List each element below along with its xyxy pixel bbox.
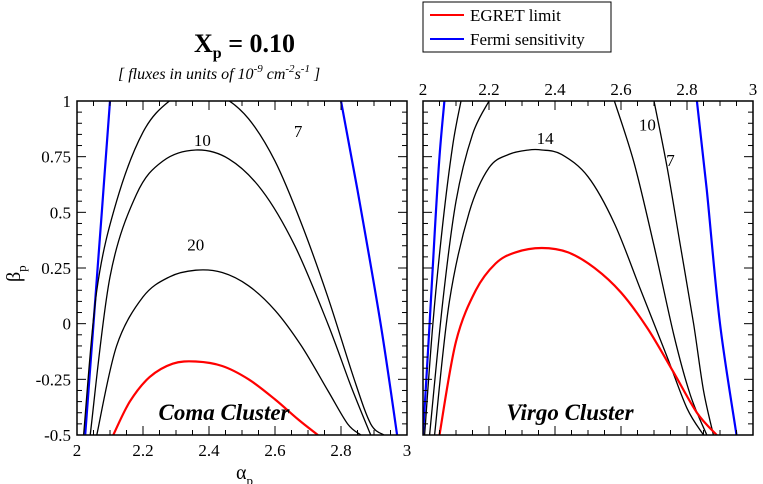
fermi-curve (339, 101, 399, 435)
x-tick-label: 2.2 (478, 80, 499, 99)
x-tick-label: 2.6 (610, 80, 631, 99)
x-tick-label: 2 (419, 80, 428, 99)
panel-label: Coma Cluster (158, 400, 290, 425)
contour-curve (428, 101, 490, 435)
contour-curve (423, 101, 462, 435)
legend: EGRET limit Fermi sensitivity (422, 1, 612, 53)
fermi-curve (695, 101, 738, 435)
x-tick-label: 2.4 (544, 80, 566, 99)
y-tick-label: 0.75 (41, 148, 71, 167)
contour-curve (96, 269, 362, 435)
y-tick-label: -0.5 (44, 426, 71, 445)
x-tick-label: 2.6 (264, 441, 285, 460)
x-tick-label: 2.8 (676, 80, 697, 99)
contour-curve (82, 101, 385, 435)
x-tick-label: 2.2 (132, 441, 153, 460)
coma-panel: 2 2.2 2.4 2.6 2.8 3 -0.5 -0.25 0 0.25 0.5 0.75 1 αp βp… (3, 92, 412, 484)
contour-label: 20 (187, 236, 204, 255)
fermi-curve (84, 101, 112, 435)
contour-curve (89, 149, 372, 435)
contour-label: 10 (639, 115, 656, 134)
y-axis-label: βp (3, 265, 29, 282)
plot-frame (76, 100, 408, 436)
contour-label: 14 (537, 129, 555, 148)
y-tick-label: 1 (63, 92, 72, 111)
units-subtitle: [ fluxes in units of 10-9 cm-2s-1 ] (118, 63, 320, 83)
chart-title: Xp = 0.10 (194, 29, 295, 62)
y-tick-label: 0 (63, 315, 72, 334)
contour-label: 7 (294, 122, 303, 141)
legend-box (422, 1, 612, 53)
legend-egret-label: EGRET limit (470, 6, 561, 25)
contour-label: 7 (666, 151, 675, 170)
legend-fermi-label: Fermi sensitivity (470, 30, 585, 49)
egret-curve (438, 246, 718, 435)
contour-curve (653, 101, 715, 435)
virgo-panel: 2 2.2 2.4 2.6 2.8 3 14 10 7 Virgo Cluster (419, 80, 758, 436)
fermi-curve (423, 101, 446, 435)
egret-curve (112, 360, 319, 435)
y-tick-label: 0.25 (41, 259, 71, 278)
x-tick-label: 2.4 (198, 441, 220, 460)
x-tick-label: 3 (403, 441, 412, 460)
x-axis-label: αp (236, 462, 253, 484)
curves (423, 101, 738, 435)
curves (82, 101, 399, 435)
contour-label: 10 (194, 131, 211, 150)
panel-label: Virgo Cluster (506, 400, 634, 425)
x-tick-label: 2 (73, 441, 82, 460)
y-tick-label: 0.5 (50, 203, 71, 222)
contour-curve (613, 101, 708, 435)
x-tick-label: 3 (749, 80, 758, 99)
x-tick-label: 2.8 (330, 441, 351, 460)
y-tick-label: -0.25 (36, 370, 71, 389)
contour-curve (433, 148, 705, 435)
